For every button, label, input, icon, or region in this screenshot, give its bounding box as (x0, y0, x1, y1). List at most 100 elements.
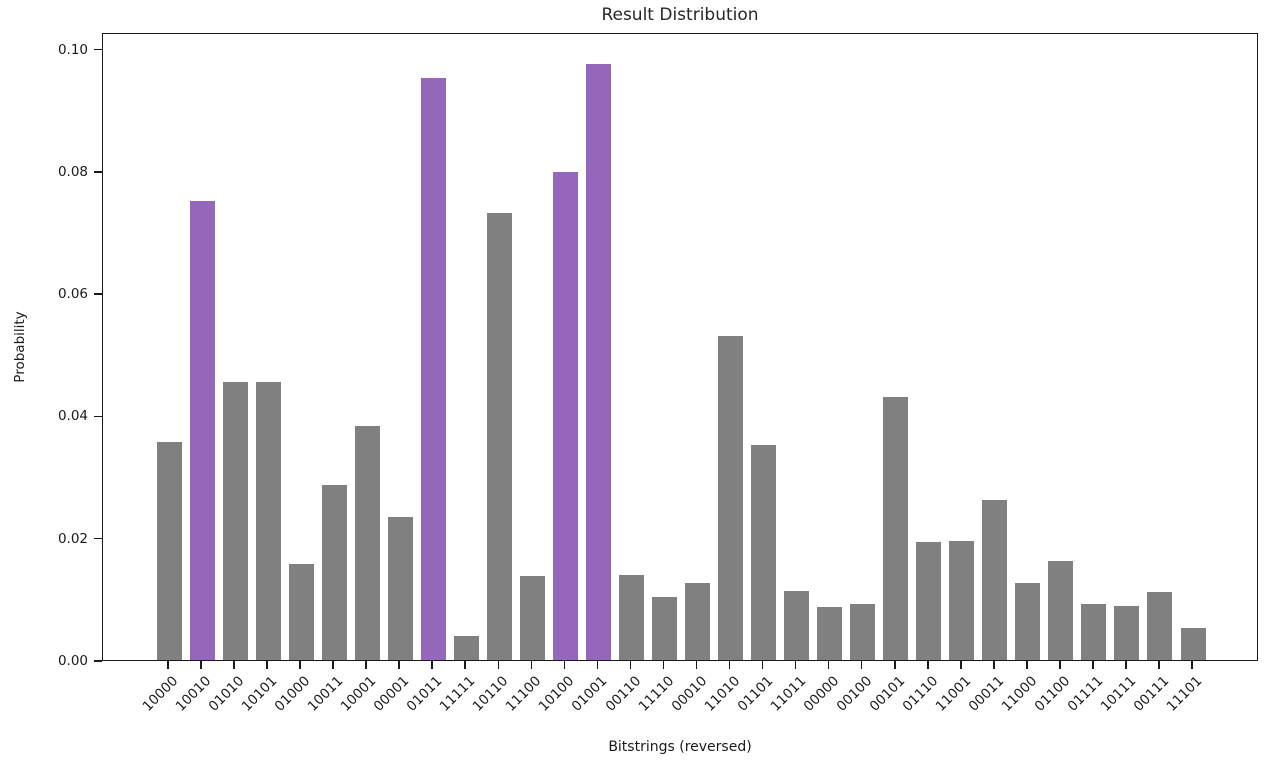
bar-11100 (519, 576, 545, 661)
bar-01111 (1081, 603, 1107, 661)
bar-00101 (883, 397, 909, 661)
x-tick-mark (662, 661, 665, 669)
x-tick-label-10000: 10000 (139, 673, 182, 715)
x-tick-mark (794, 661, 797, 669)
x-tick-mark (1026, 661, 1028, 669)
x-tick-mark (365, 661, 367, 669)
x-tick-label-00011: 00011 (965, 673, 1008, 715)
bar-01100 (1048, 561, 1074, 661)
x-tick-label-10001: 10001 (337, 673, 380, 715)
x-tick-label-11010: 11010 (701, 673, 743, 715)
x-tick-label-01011: 01011 (403, 673, 446, 715)
x-tick-label-01100: 01100 (1031, 673, 1074, 715)
bar-01110 (916, 542, 942, 661)
bar-11111 (453, 635, 479, 661)
x-tick-mark (563, 661, 566, 669)
x-tick-label-00001: 00001 (370, 673, 413, 715)
bar-10100 (552, 172, 578, 661)
bar-10110 (486, 213, 512, 661)
x-tick-mark (1158, 661, 1160, 669)
x-axis-label: Bitstrings (reversed) (608, 739, 752, 755)
x-tick-mark (629, 661, 632, 669)
x-tick-label-00100: 00100 (833, 673, 876, 715)
x-tick-mark (728, 661, 731, 669)
bar-10101 (255, 381, 281, 661)
y-tick-mark (94, 660, 102, 662)
bar-11110 (651, 597, 677, 661)
x-tick-mark (497, 661, 500, 669)
x-tick-label-11110: 11110 (635, 673, 677, 715)
x-tick-label-01101: 01101 (734, 673, 776, 715)
bar-11000 (1015, 583, 1041, 661)
x-tick-mark (860, 661, 863, 669)
x-tick-mark (167, 661, 169, 669)
x-tick-label-00110: 00110 (602, 673, 644, 715)
x-tick-mark (827, 661, 830, 669)
y-tick-label: 0.10 (57, 41, 88, 58)
y-axis-label: Probability (12, 311, 28, 383)
x-tick-label-11100: 11100 (502, 673, 545, 715)
y-tick-mark (94, 171, 102, 173)
x-tick-mark (398, 661, 401, 669)
x-tick-label-01111: 01111 (1064, 673, 1107, 715)
x-tick-mark (926, 661, 929, 669)
x-tick-mark (993, 661, 995, 669)
x-tick-label-10100: 10100 (536, 673, 578, 715)
x-tick-mark (1125, 661, 1127, 669)
x-tick-label-00010: 00010 (668, 673, 710, 715)
x-tick-mark (1191, 661, 1193, 669)
bar-00100 (850, 603, 876, 661)
plot-area (102, 33, 1258, 661)
x-tick-mark (596, 661, 599, 669)
bar-10011 (321, 484, 347, 661)
y-tick-label: 0.06 (57, 286, 88, 303)
x-tick-mark (959, 661, 962, 669)
bar-01000 (288, 563, 314, 661)
bar-00000 (817, 607, 843, 661)
bar-11011 (784, 591, 810, 661)
x-tick-label-10111: 10111 (1097, 673, 1140, 715)
bar-11101 (1180, 627, 1206, 661)
x-tick-label-11000: 11000 (998, 673, 1041, 715)
x-tick-mark (530, 661, 533, 669)
bar-01001 (585, 64, 611, 661)
bar-10001 (354, 425, 380, 661)
x-tick-mark (266, 661, 268, 669)
x-tick-label-01000: 01000 (271, 673, 314, 715)
bar-10000 (156, 442, 182, 661)
x-tick-label-01010: 01010 (205, 673, 248, 715)
bar-11001 (949, 540, 975, 661)
x-tick-label-10010: 10010 (172, 673, 215, 715)
chart-title: Result Distribution (601, 5, 759, 25)
bar-01010 (222, 381, 248, 661)
y-tick-label: 0.04 (57, 408, 88, 425)
y-tick-mark (94, 537, 102, 540)
x-tick-mark (1059, 661, 1061, 669)
bar-00010 (685, 582, 711, 661)
x-tick-mark (1092, 661, 1094, 669)
bar-10010 (189, 200, 215, 661)
x-tick-label-11001: 11001 (932, 673, 975, 715)
x-tick-label-00000: 00000 (800, 673, 842, 715)
y-tick-mark (94, 415, 102, 418)
bar-00011 (982, 500, 1008, 661)
bar-10111 (1114, 605, 1140, 661)
bar-00001 (387, 517, 413, 661)
x-tick-mark (332, 661, 334, 669)
x-tick-mark (761, 661, 764, 669)
x-tick-label-01001: 01001 (569, 673, 611, 715)
x-tick-mark (233, 661, 235, 669)
bar-01011 (420, 78, 446, 661)
y-tick-mark (94, 48, 102, 51)
x-tick-mark (464, 661, 467, 669)
x-tick-mark (299, 661, 301, 669)
x-tick-mark (431, 661, 434, 669)
x-tick-mark (695, 661, 698, 669)
x-tick-label-11111: 11111 (436, 673, 479, 715)
x-tick-label-01110: 01110 (899, 673, 942, 715)
x-tick-label-10101: 10101 (238, 673, 281, 715)
bar-11010 (718, 335, 744, 661)
bar-01101 (751, 444, 777, 661)
y-tick-label: 0.08 (57, 163, 88, 180)
